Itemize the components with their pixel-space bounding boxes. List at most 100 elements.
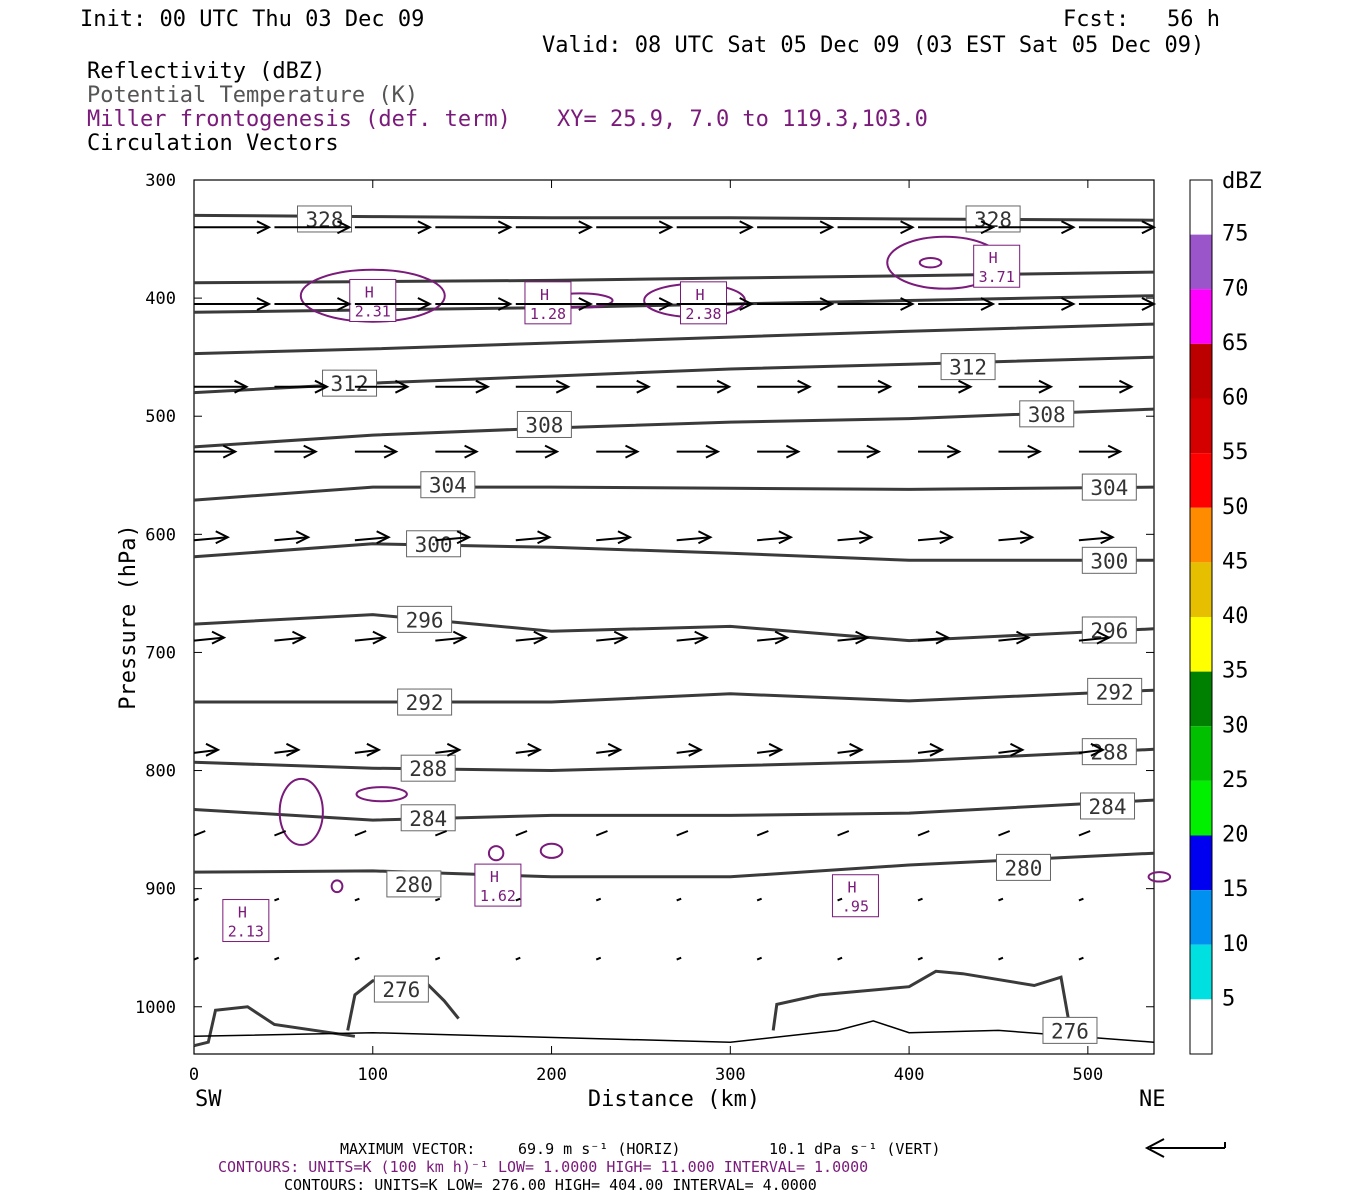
circulation-vector	[676, 742, 703, 757]
vector-head	[1090, 742, 1106, 757]
vector-head	[1107, 444, 1123, 459]
circulation-vector	[435, 742, 462, 757]
x-tick-label: 200	[536, 1065, 567, 1085]
vector-shaft	[756, 956, 762, 961]
circulation-vector	[917, 830, 930, 837]
theta-label-text: 304	[1090, 476, 1128, 500]
frontogenesis-max: H1.28	[524, 281, 572, 325]
circulation-vector	[918, 444, 962, 459]
theta-label-text: 300	[1090, 549, 1128, 573]
circulation-vector	[837, 897, 843, 902]
vector-head	[417, 220, 433, 235]
vector-shaft	[917, 956, 923, 961]
theta-label-box	[322, 369, 378, 397]
colorbar-label: 5	[1222, 986, 1235, 1011]
colorbar-segment	[1190, 453, 1212, 508]
colorbar-segment	[1190, 944, 1212, 1000]
frontogenesis-max-value: 3.71	[979, 268, 1015, 286]
vector-head	[658, 297, 674, 311]
vector-head	[1141, 220, 1157, 235]
vector-shaft	[354, 536, 389, 542]
vector-shaft	[837, 636, 868, 642]
vector-shaft	[837, 956, 843, 961]
vector-head	[1019, 530, 1035, 545]
circulation-vector	[676, 530, 713, 545]
vector-head	[694, 630, 709, 645]
frontogenesis-max-value: 2.13	[228, 923, 264, 941]
vector-shaft	[435, 748, 460, 754]
vector-shaft	[998, 536, 1033, 542]
theta-label-292: 292	[397, 688, 453, 716]
vector-shaft	[917, 636, 949, 642]
theta-contour-320	[193, 294, 1155, 314]
x-tick-label: 400	[894, 1065, 925, 1085]
circulation-vector	[596, 630, 629, 645]
vector-head	[855, 630, 870, 645]
vector-head	[446, 742, 462, 757]
field-reflectivity: Reflectivity (dBZ)	[87, 59, 325, 84]
x-tick-label: 300	[715, 1065, 746, 1085]
circulation-vector	[676, 220, 754, 235]
circulation-vector	[1078, 630, 1112, 645]
frontogenesis-contour	[1147, 871, 1172, 883]
frontogenesis-max: H2.31	[349, 278, 397, 322]
vector-head	[222, 444, 238, 459]
theta-label-304: 304	[1081, 473, 1137, 501]
theta-label-text: 284	[1089, 795, 1127, 819]
circulation-vector	[1078, 530, 1115, 545]
vector-head	[376, 530, 391, 545]
circulation-vector	[274, 897, 280, 902]
theta-label-276: 276	[1042, 1016, 1098, 1044]
colorbar-segment	[1190, 890, 1212, 945]
theta-contour-280	[193, 851, 1155, 879]
vector-head	[739, 297, 754, 311]
vector-shaft	[917, 536, 952, 542]
circulation-vector	[515, 530, 552, 545]
circulation-vector	[756, 956, 762, 961]
circulation-vector	[435, 530, 472, 545]
theta-label-296: 296	[397, 605, 453, 633]
frontogenesis-max-letter: H	[847, 879, 856, 897]
theta-label-box	[1081, 473, 1137, 501]
theta-label-text: 280	[1005, 856, 1043, 880]
vector-shaft	[274, 536, 309, 542]
theta-label-box	[1080, 792, 1136, 820]
vector-shaft	[837, 897, 843, 902]
vector-head	[215, 530, 230, 545]
theta-label-276: 276	[373, 975, 429, 1003]
circulation-vector	[998, 530, 1035, 545]
x-right-label: NE	[1139, 1087, 1166, 1112]
vector-shaft	[757, 536, 791, 542]
vector-head	[939, 530, 955, 545]
vector-shaft	[596, 748, 621, 754]
vector-head	[866, 444, 882, 459]
theta-label-text: 288	[409, 757, 447, 781]
vector-head	[456, 530, 472, 545]
circulation-vector	[515, 220, 594, 235]
frontogenesis-max: H1.62	[474, 863, 522, 907]
circulation-vector	[676, 830, 689, 837]
vector-shaft	[756, 897, 762, 902]
vector-shaft	[193, 956, 199, 961]
vector-head	[819, 220, 835, 235]
frontogenesis-max: H2.13	[222, 899, 270, 943]
theta-label-box	[1042, 1016, 1098, 1044]
colorbar-label: 10	[1222, 932, 1249, 957]
vector-shaft	[998, 636, 1029, 642]
vector-head	[774, 630, 790, 645]
vector-head	[1061, 220, 1076, 235]
max-vector-vert: 10.1 dPa s⁻¹ (VERT)	[769, 1140, 941, 1158]
vector-head	[452, 630, 468, 645]
frontogenesis-max-value: 1.28	[530, 305, 566, 323]
vector-head	[383, 444, 399, 459]
frontogenesis-max-letter: H	[238, 904, 247, 922]
vector-shaft	[917, 830, 930, 837]
vector-shaft	[676, 748, 701, 754]
vector-head	[234, 379, 249, 394]
theta-label-text: 276	[1051, 1019, 1089, 1043]
theta-label-box	[400, 804, 456, 832]
circulation-vector	[274, 742, 301, 757]
theta-label-288: 288	[400, 754, 456, 782]
theta-label-box	[373, 975, 429, 1003]
circulation-vector	[917, 630, 951, 645]
